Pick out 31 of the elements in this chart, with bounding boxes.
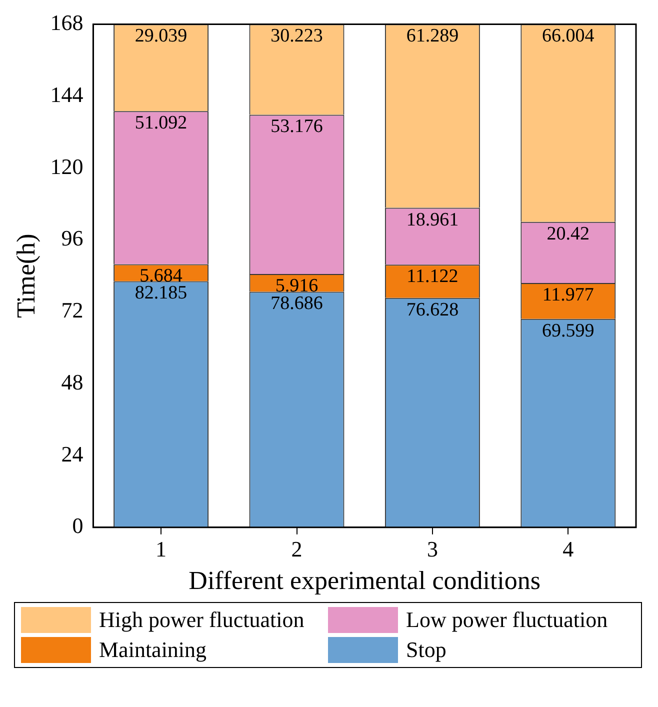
data-label: 29.039 (134, 26, 188, 47)
x-axis-title: Different experimental conditions (188, 566, 541, 596)
y-tick-label: 72 (61, 298, 84, 323)
data-label: 20.42 (546, 223, 590, 244)
data-label: 69.599 (542, 320, 594, 342)
data-label: 30.223 (270, 26, 323, 47)
data-label: 18.961 (406, 209, 459, 230)
data-label: 11.122 (406, 266, 458, 288)
legend-label: High power fluctuation (99, 607, 304, 633)
data-label: 51.092 (134, 112, 188, 134)
y-tick-label: 168 (50, 10, 84, 35)
data-label: 61.289 (406, 26, 459, 47)
x-tick-label: 4 (562, 536, 574, 562)
y-tick-label: 48 (61, 369, 84, 394)
legend-label: Maintaining (99, 637, 207, 663)
x-tick-label: 3 (426, 536, 438, 562)
y-axis-title: Time(h) (11, 234, 40, 318)
x-tick-label: 1 (156, 536, 167, 562)
data-label: 82.185 (134, 282, 188, 304)
legend-label: Stop (406, 637, 446, 663)
y-tick-label: 120 (50, 154, 84, 179)
data-label: 11.977 (542, 284, 594, 306)
legend-label: Low power fluctuation (406, 607, 608, 633)
data-label: 66.004 (542, 26, 595, 47)
y-tick-label: 24 (61, 441, 84, 466)
x-tick-label: 2 (291, 536, 302, 562)
data-label: 53.176 (270, 116, 323, 138)
y-tick-label: 96 (61, 226, 84, 251)
y-tick-label: 144 (50, 82, 84, 107)
data-label: 76.628 (406, 299, 459, 320)
y-tick-label: 0 (72, 513, 84, 538)
